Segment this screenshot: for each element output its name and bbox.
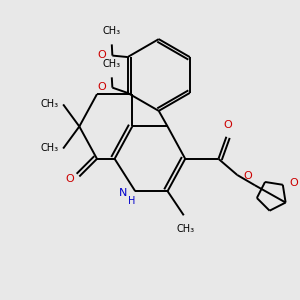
Text: CH₃: CH₃ xyxy=(176,224,194,233)
Text: H: H xyxy=(128,196,135,206)
Text: N: N xyxy=(118,188,127,198)
Text: O: O xyxy=(289,178,298,188)
Text: O: O xyxy=(98,50,106,60)
Text: CH₃: CH₃ xyxy=(40,143,59,153)
Text: CH₃: CH₃ xyxy=(102,59,120,69)
Text: O: O xyxy=(98,82,106,92)
Text: O: O xyxy=(244,171,253,181)
Text: CH₃: CH₃ xyxy=(40,99,59,109)
Text: O: O xyxy=(223,120,232,130)
Text: O: O xyxy=(65,174,74,184)
Text: CH₃: CH₃ xyxy=(102,26,120,36)
